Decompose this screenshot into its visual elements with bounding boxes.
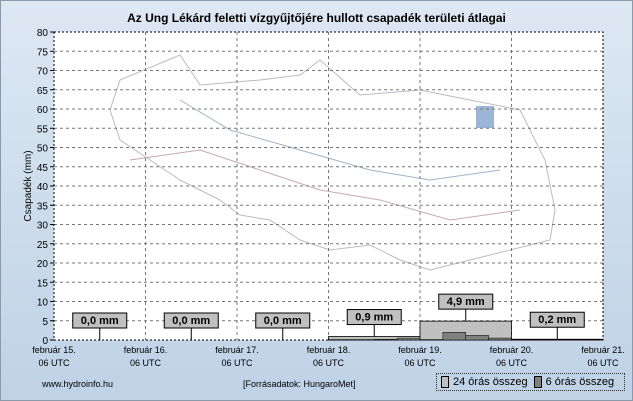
- x-tick-label-date: február 20.: [490, 345, 534, 355]
- y-tick-label: 50: [37, 144, 49, 155]
- data-label: 0,0 mm: [81, 315, 119, 327]
- map-river: [179, 99, 501, 181]
- y-tick-label: 20: [37, 259, 49, 270]
- y-tick-label: 75: [37, 47, 49, 58]
- x-tick-label-time: 06 UTC: [404, 358, 436, 368]
- y-tick-label: 55: [37, 124, 49, 135]
- y-tick-label: 5: [42, 317, 48, 328]
- x-tick-label-date: február 17.: [215, 345, 259, 355]
- data-label-box: [255, 312, 311, 329]
- y-tick-label: 60: [37, 105, 49, 116]
- plot-area: [54, 32, 603, 340]
- data-label-box: [72, 312, 128, 329]
- six-hour-bar: [465, 335, 489, 341]
- y-tick-label: 40: [37, 182, 49, 193]
- legend-swatch-daily: [441, 376, 449, 388]
- y-tick-label: 25: [37, 240, 49, 251]
- x-tick-label-time: 06 UTC: [587, 358, 619, 368]
- plot-border: [53, 31, 604, 341]
- data-label: 0,0 mm: [172, 315, 210, 327]
- x-tick-label-date: február 16.: [124, 345, 168, 355]
- y-axis-label: Csapadék (mm): [23, 150, 34, 221]
- legend-swatch-6h: [533, 376, 542, 388]
- y-tick-label: 80: [37, 28, 49, 39]
- y-tick-label: 30: [37, 221, 49, 232]
- legend: 24 órás összeg 6 órás összeg: [436, 373, 625, 391]
- x-tick-label-date: február 19.: [398, 345, 442, 355]
- data-label: 0,2 mm: [538, 314, 576, 326]
- x-tick-label-time: 06 UTC: [38, 358, 70, 368]
- y-tick-label: 70: [37, 67, 49, 78]
- y-tick-label: 10: [37, 298, 49, 309]
- y-tick-label: 35: [37, 201, 49, 212]
- data-label-box: [438, 293, 494, 310]
- x-tick-label-date: február 21.: [581, 345, 625, 355]
- data-label: 0,9 mm: [355, 312, 393, 324]
- data-source-note: [Forrásadatok: HungaroMet]: [243, 379, 356, 389]
- x-tick-label-date: február 18.: [307, 345, 351, 355]
- six-hour-bar: [374, 338, 398, 341]
- x-tick-label-time: 06 UTC: [496, 358, 528, 368]
- x-tick-label-date: február 15.: [32, 345, 76, 355]
- six-hour-bar: [442, 332, 466, 341]
- y-tick-label: 45: [37, 163, 49, 174]
- map-lake: [476, 106, 494, 128]
- data-label: 4,9 mm: [447, 296, 485, 308]
- data-label-box: [529, 311, 585, 328]
- x-tick-label-time: 06 UTC: [130, 358, 162, 368]
- data-label: 0,0 mm: [264, 315, 302, 327]
- y-tick-label: 0: [42, 336, 48, 347]
- six-hour-bar: [396, 337, 421, 341]
- data-label-box: [163, 312, 219, 329]
- map-outline: [109, 54, 556, 271]
- y-tick-label: 15: [37, 278, 49, 289]
- x-tick-label-time: 06 UTC: [221, 358, 253, 368]
- legend-label-6h: 6 órás összeg: [545, 376, 615, 388]
- map-border-line: [129, 149, 521, 221]
- source-site-link[interactable]: www.hydroinfo.hu: [42, 379, 114, 389]
- legend-label-daily: 24 órás összeg: [453, 376, 528, 388]
- y-tick-label: 65: [37, 86, 49, 97]
- x-tick-label-time: 06 UTC: [313, 358, 345, 368]
- data-label-box: [346, 309, 402, 326]
- six-hour-bar: [488, 337, 512, 341]
- chart-title: Az Ung Lékárd feletti vízgyűjtőjére hull…: [127, 11, 506, 25]
